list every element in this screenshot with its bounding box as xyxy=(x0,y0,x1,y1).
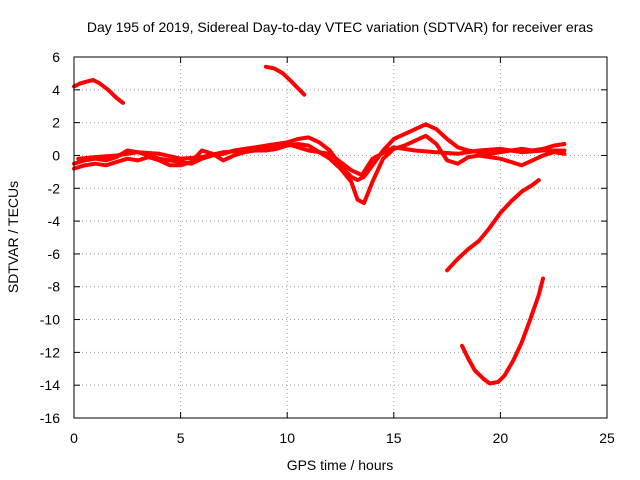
x-tick-label: 0 xyxy=(70,430,78,446)
x-tick-label: 20 xyxy=(493,430,509,446)
plot-frame xyxy=(73,56,608,419)
y-tick-label: -8 xyxy=(48,279,61,295)
y-tick-label: -2 xyxy=(48,180,61,196)
y-tick-label: -10 xyxy=(40,312,60,328)
y-tick-label: -4 xyxy=(48,213,61,229)
y-tick-label: 4 xyxy=(52,82,60,98)
y-tick-label: -6 xyxy=(48,246,61,262)
x-tick-label: 5 xyxy=(177,430,185,446)
series-arc-7 xyxy=(460,276,545,386)
series-arc-1 xyxy=(72,78,125,105)
series-arc-4 xyxy=(72,133,567,205)
chart-title: Day 195 of 2019, Sidereal Day-to-day VTE… xyxy=(87,19,593,35)
series-arc-2 xyxy=(263,64,307,97)
x-axis-label: GPS time / hours xyxy=(287,457,394,473)
y-tick-label: 2 xyxy=(52,115,60,131)
x-tick-label: 15 xyxy=(386,430,402,446)
y-tick-label: -12 xyxy=(40,344,60,360)
y-tick-label: -14 xyxy=(40,377,60,393)
series-arc-5 xyxy=(76,142,567,178)
x-tick-label: 10 xyxy=(279,430,295,446)
grid xyxy=(74,57,607,418)
y-tick-label: -16 xyxy=(40,410,60,426)
y-tick-label: 6 xyxy=(52,49,60,65)
y-axis-label: SDTVAR / TECUs xyxy=(5,181,21,293)
x-tick-label: 25 xyxy=(599,430,615,446)
y-tick-label: 0 xyxy=(52,147,60,163)
series-arc-6 xyxy=(445,178,541,273)
axes: 0 5 10 15 20 25 -16 -14 -12 -10 -8 -6 -4 -2 0 2 4 6 xyxy=(40,49,615,446)
data-series xyxy=(72,64,567,386)
